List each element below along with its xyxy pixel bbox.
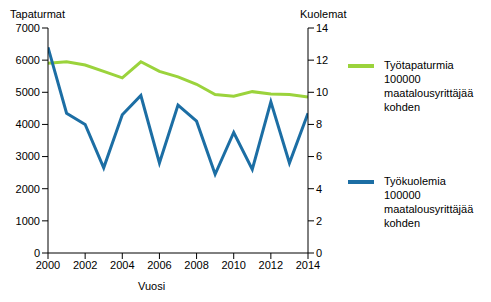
html-text:Vuosi: Vuosi (138, 280, 166, 292)
svg-text:2014: 2014 (296, 259, 320, 271)
svg-text:4000: 4000 (16, 118, 40, 130)
svg-text:8: 8 (316, 118, 322, 130)
svg-text:2012: 2012 (259, 259, 283, 271)
html-text:Tapaturmat: Tapaturmat (10, 8, 65, 20)
svg-text:6000: 6000 (16, 54, 40, 66)
svg-text:0: 0 (34, 247, 40, 259)
html-text:Työkuolemia 100000 maatalousyr: Työkuolemia 100000 maatalousyrittäjää ko… (384, 175, 474, 229)
svg-text:10: 10 (316, 86, 328, 98)
svg-text:1000: 1000 (16, 215, 40, 227)
svg-text:4: 4 (316, 183, 322, 195)
svg-text:2000: 2000 (36, 259, 60, 271)
svg-text:2002: 2002 (73, 259, 97, 271)
svg-text:5000: 5000 (16, 86, 40, 98)
svg-text:12: 12 (316, 54, 328, 66)
svg-text:2010: 2010 (221, 259, 245, 271)
svg-text:2008: 2008 (184, 259, 208, 271)
svg-text:2006: 2006 (147, 259, 171, 271)
svg-text:2004: 2004 (110, 259, 134, 271)
svg-text:2000: 2000 (16, 183, 40, 195)
html-text:Kuolemat: Kuolemat (300, 8, 347, 20)
svg-text:3000: 3000 (16, 150, 40, 162)
svg-text:7000: 7000 (16, 22, 40, 34)
svg-text:0: 0 (316, 247, 322, 259)
svg-text:2: 2 (316, 215, 322, 227)
html-text:Työtapaturmia 100000 maatalous: Työtapaturmia 100000 maatalousyrittäjää … (384, 59, 474, 113)
svg-text:6: 6 (316, 150, 322, 162)
svg-text:14: 14 (316, 22, 328, 34)
